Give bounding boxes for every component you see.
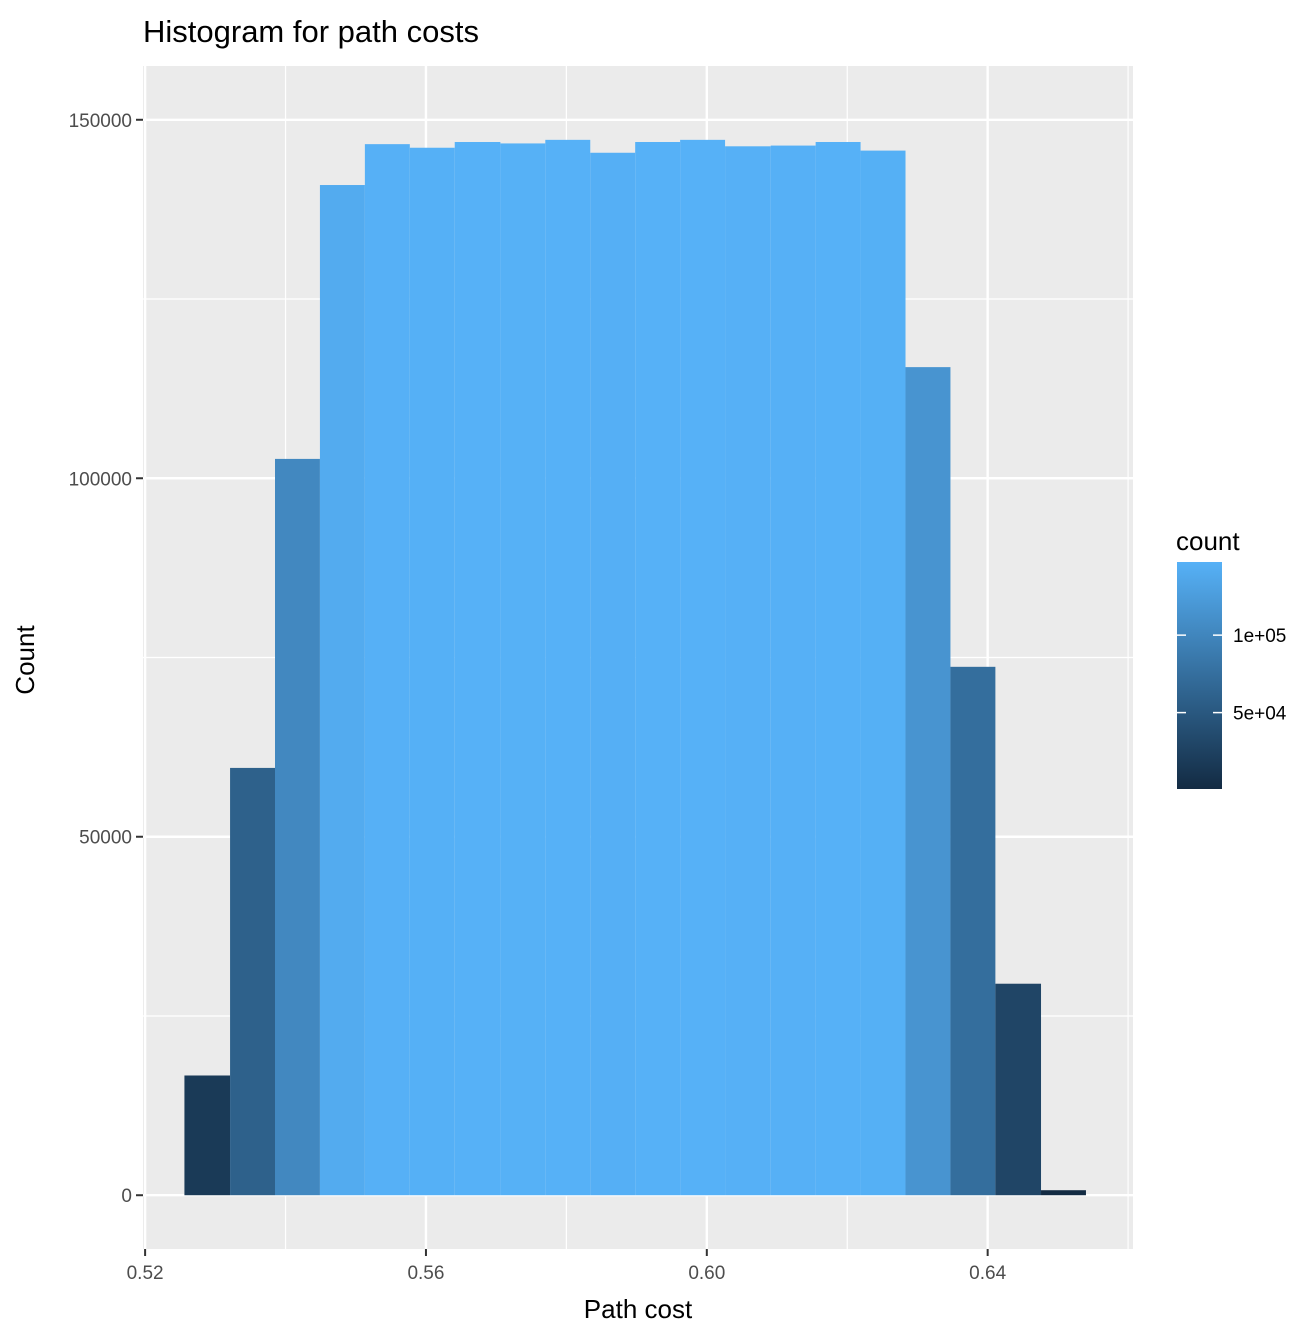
histogram-bar: [230, 767, 275, 1196]
histogram-bar: [635, 141, 681, 1196]
histogram-bar: [590, 152, 636, 1196]
legend-title: count: [1176, 526, 1240, 556]
histogram-bar: [950, 666, 996, 1196]
histogram-bar: [319, 185, 365, 1196]
color-legend: count 5e+04 1e+05: [1176, 526, 1287, 789]
histogram-bar: [995, 983, 1042, 1196]
histogram-bar: [770, 145, 816, 1196]
y-axis: 0 50000 100000 150000: [69, 111, 143, 1207]
legend-colorbar: [1177, 562, 1222, 789]
x-axis: 0.52 0.56 0.60 0.64: [127, 1249, 1007, 1284]
histogram-bar: [409, 147, 455, 1196]
histogram-bar: [1041, 1190, 1086, 1196]
y-tick-label: 100000: [69, 469, 132, 490]
histogram-bar: [680, 139, 726, 1196]
histogram-bar: [364, 144, 410, 1196]
histogram-bar: [545, 139, 591, 1196]
legend-label: 1e+05: [1233, 626, 1286, 647]
x-tick-label: 0.64: [969, 1263, 1006, 1284]
y-tick-label: 150000: [69, 111, 132, 132]
y-tick-label: 50000: [79, 828, 132, 849]
y-axis-title: Count: [10, 625, 40, 695]
histogram-bars: [184, 139, 1086, 1196]
y-tick-label: 0: [121, 1186, 132, 1207]
histogram-bar: [815, 141, 861, 1196]
histogram-bar: [500, 143, 546, 1196]
x-axis-title: Path cost: [584, 1294, 693, 1323]
histogram-bar: [184, 1075, 231, 1196]
histogram-bar: [860, 150, 906, 1196]
chart-title: Histogram for path costs: [143, 14, 479, 49]
histogram-bar: [454, 141, 501, 1196]
histogram-bar: [725, 146, 771, 1196]
x-tick-label: 0.60: [688, 1263, 725, 1284]
legend-label: 5e+04: [1233, 704, 1287, 725]
histogram-bar: [275, 458, 320, 1196]
histogram-bar: [905, 367, 951, 1196]
x-tick-label: 0.52: [127, 1263, 164, 1284]
x-tick-label: 0.56: [407, 1263, 444, 1284]
